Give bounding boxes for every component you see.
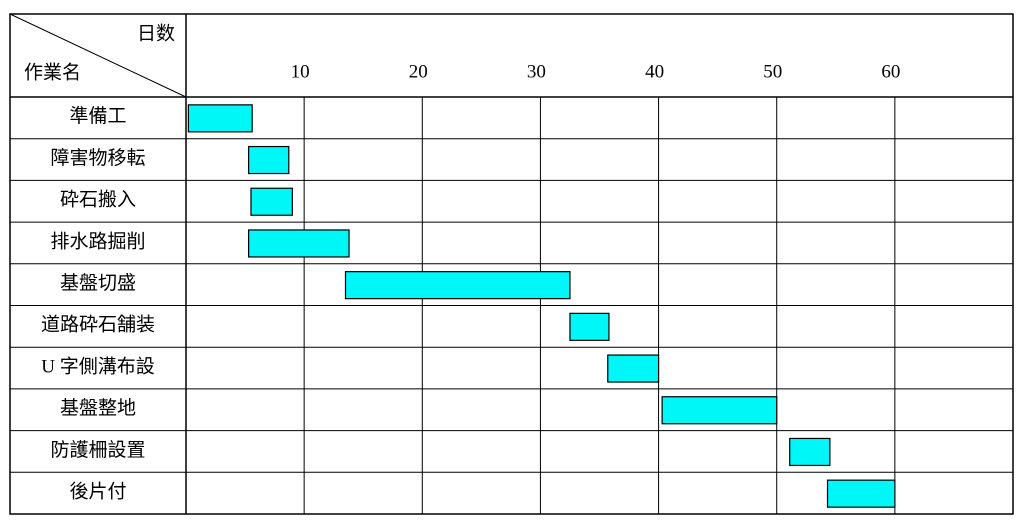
- bar: [248, 145, 290, 175]
- category-label: 後片付: [69, 481, 126, 503]
- bar: [826, 479, 896, 508]
- x-tick-label: 10: [291, 61, 310, 82]
- category-label: 防護柵設置: [50, 439, 145, 461]
- bar: [789, 437, 831, 467]
- category-label: 障害物移転: [50, 147, 145, 169]
- category-label: 道路砕石舗装: [41, 314, 155, 336]
- category-label: 排水路掘削: [50, 230, 145, 252]
- bar: [569, 312, 610, 341]
- bar: [344, 271, 571, 300]
- header-diagonal: [9, 13, 187, 98]
- category-label: 基盤切盛: [60, 272, 136, 294]
- bar: [248, 229, 350, 258]
- category-label: U 字側溝布設: [41, 355, 154, 377]
- x-tick-label: 20: [409, 61, 428, 82]
- x-tick-label: 50: [763, 61, 782, 82]
- bar: [661, 396, 778, 425]
- bar: [607, 354, 660, 383]
- bar: [250, 187, 293, 216]
- x-tick-label: 30: [527, 61, 546, 82]
- x-tick-label: 60: [881, 61, 900, 82]
- category-header: 作業名: [24, 61, 81, 83]
- value-header: 日数: [137, 22, 175, 44]
- x-tick-label: 40: [645, 61, 664, 82]
- category-label: 基盤整地: [60, 397, 136, 419]
- category-label: 砕石搬入: [60, 189, 136, 211]
- bar: [187, 104, 253, 133]
- category-label: 準備工: [69, 105, 126, 127]
